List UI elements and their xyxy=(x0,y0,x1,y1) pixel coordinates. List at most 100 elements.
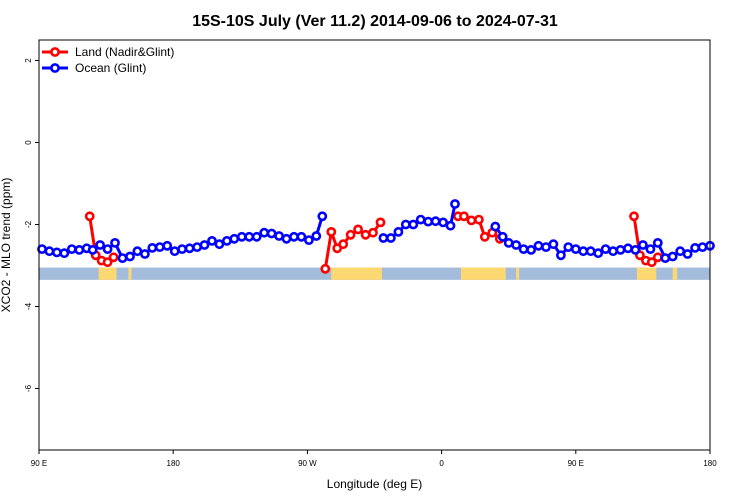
series-0-point-1-0 xyxy=(320,263,331,274)
x-tick-label-2: 90 W xyxy=(298,459,317,468)
series-1-point-0-2 xyxy=(52,247,62,258)
legend-item-0: Land (Nadir&Glint) xyxy=(42,45,174,59)
series-0-point-3-3 xyxy=(646,257,657,268)
series-1-point-2-10 xyxy=(563,242,574,252)
series-1-point-0-8 xyxy=(95,240,105,250)
series-1-point-2-0 xyxy=(490,221,501,232)
series-1-point-0-1 xyxy=(44,246,55,257)
series-0-point-2-1 xyxy=(459,211,469,222)
series-1-point-0-3 xyxy=(59,248,70,259)
series-1-point-0-20 xyxy=(184,243,195,254)
series-1-point-0-9 xyxy=(102,244,113,254)
series-1-point-0-35 xyxy=(296,231,307,242)
y-tick-label-4: -6 xyxy=(24,384,33,392)
series-1-point-2-14 xyxy=(593,248,604,259)
series-0-point-0-4 xyxy=(108,252,119,263)
series-1-point-0-26 xyxy=(229,233,240,244)
land-sea-band xyxy=(39,267,710,280)
series-1-point-2-27 xyxy=(690,242,700,253)
series-1-point-2-16 xyxy=(608,246,618,257)
series-1-point-0-14 xyxy=(139,249,150,259)
land-segment-2 xyxy=(331,267,382,280)
series-1-point-0-28 xyxy=(244,231,255,242)
x-tick-label-1: 180 xyxy=(167,459,181,468)
y-tick-label-2: -2 xyxy=(24,220,33,228)
series-1-point-0-13 xyxy=(132,246,143,257)
series-1-point-0-30 xyxy=(259,227,270,238)
series-0-point-1-5 xyxy=(353,224,363,235)
land-segment-3 xyxy=(460,267,506,280)
series-1-point-1-4 xyxy=(408,219,419,230)
series-1-point-2-26 xyxy=(682,249,693,259)
land-segment-1 xyxy=(128,267,132,280)
series-1-point-2-9 xyxy=(556,250,566,261)
series-0-point-3-0 xyxy=(629,211,639,222)
legend: Land (Nadir&Glint) Ocean (Glint) xyxy=(42,45,174,75)
series-1-point-0-5 xyxy=(74,244,85,255)
plot-frame xyxy=(38,39,711,451)
series-1-point-2-8 xyxy=(548,239,559,250)
series-0-point-2-3 xyxy=(473,214,484,225)
series-1-point-0-24 xyxy=(214,239,225,250)
series-layer xyxy=(37,199,715,274)
series-1-point-1-10 xyxy=(450,199,460,209)
legend-swatch-point-1 xyxy=(50,63,60,73)
series-1-point-2-5 xyxy=(526,244,536,255)
chart-title: 15S-10S July (Ver 11.2) 2014-09-06 to 20… xyxy=(192,13,558,30)
series-1-point-2-3 xyxy=(511,240,522,250)
series-1-point-2-21 xyxy=(645,244,656,254)
series-1-point-2-1 xyxy=(497,231,508,242)
series-0-point-0-3 xyxy=(102,257,113,268)
series-1-point-0-15 xyxy=(147,242,158,253)
series-1-point-0-19 xyxy=(177,244,187,254)
series-1-point-2-23 xyxy=(660,253,671,263)
series-0 xyxy=(84,211,663,274)
land-segment-6 xyxy=(672,267,678,280)
series-1-point-0-33 xyxy=(281,233,292,244)
x-axis: 90 E 180 90 W 0 90 E 180 xyxy=(31,450,717,468)
series-1-point-1-3 xyxy=(400,219,411,230)
series-1-point-0-10 xyxy=(110,237,120,248)
series-1-point-1-1 xyxy=(385,233,396,243)
x-tick-label-4: 90 E xyxy=(568,459,584,468)
series-1-point-0-29 xyxy=(251,231,262,242)
series-1-point-2-15 xyxy=(600,244,611,254)
series-1-point-0-22 xyxy=(199,240,210,250)
series-1-point-1-9 xyxy=(445,220,456,231)
series-0-point-2-2 xyxy=(466,215,477,226)
series-1-point-2-17 xyxy=(615,244,626,255)
series-1-point-0-11 xyxy=(117,253,128,263)
series-0-point-3-4 xyxy=(652,252,663,263)
legend-label-1: Ocean (Glint) xyxy=(75,61,146,75)
series-1-point-2-19 xyxy=(630,244,641,255)
series-0-point-1-4 xyxy=(345,229,356,240)
legend-swatch-point-0 xyxy=(50,47,60,57)
series-1-point-0-31 xyxy=(266,228,277,239)
series-1-point-2-22 xyxy=(652,237,663,248)
series-1-point-2-24 xyxy=(667,251,678,262)
series-1-point-1-5 xyxy=(415,214,426,225)
series-0-point-2-4 xyxy=(479,231,490,242)
y-tick-label-3: -4 xyxy=(24,302,33,310)
series-1-point-0-37 xyxy=(311,231,322,241)
series-1-point-2-6 xyxy=(533,240,544,251)
series-1-point-0-4 xyxy=(66,244,77,254)
series-1-point-0-16 xyxy=(154,242,165,252)
land-segment-0 xyxy=(98,267,117,280)
series-1-point-0-7 xyxy=(87,244,98,255)
series-0-point-1-7 xyxy=(368,227,378,238)
legend-item-1: Ocean (Glint) xyxy=(42,61,146,75)
series-1-point-1-0 xyxy=(378,233,389,243)
series-1-point-1-7 xyxy=(430,216,441,227)
series-0-point-1-1 xyxy=(326,226,337,237)
x-tick-label-5: 180 xyxy=(703,459,717,468)
series-0-point-1-3 xyxy=(338,239,349,250)
series-1-point-1-8 xyxy=(438,217,448,228)
series-1-point-2-2 xyxy=(503,237,514,248)
series-1-point-2-18 xyxy=(623,243,633,254)
series-1-point-2-20 xyxy=(638,240,648,250)
series-1-point-0-36 xyxy=(303,235,314,245)
series-1-point-2-4 xyxy=(518,244,529,254)
series-1-point-2-13 xyxy=(585,246,596,257)
